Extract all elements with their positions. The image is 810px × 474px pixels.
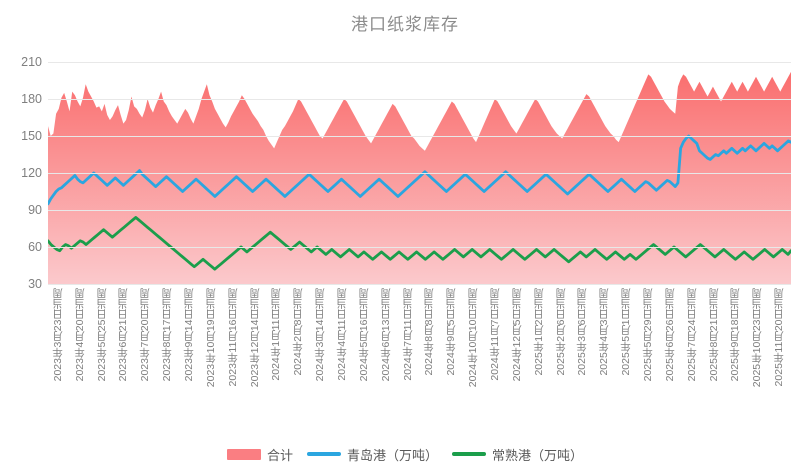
y-axis-tick: 150 <box>21 129 42 143</box>
x-axis-tick: 2025年5月1日当周 <box>620 288 633 376</box>
y-axis-tick: 210 <box>21 55 42 69</box>
chart-title: 港口纸浆库存 <box>351 15 459 34</box>
x-axis-tick: 2024年4月11日当周 <box>336 288 348 381</box>
x-axis-tick: 2023年7月20日当周 <box>139 288 152 382</box>
x-axis-tick: 2023年3月23日当周 <box>51 288 64 382</box>
gridline <box>48 136 791 137</box>
x-axis-tick: 2024年10月10日当周 <box>467 288 480 388</box>
x-axis-tick: 2023年8月17日当周 <box>161 288 174 382</box>
legend-item[interactable]: 合计 <box>226 445 293 464</box>
legend-label: 青岛港（万吨） <box>346 447 438 463</box>
legend-item[interactable]: 常熟港（万吨） <box>452 445 583 464</box>
x-axis-tick: 2025年10月23日当周 <box>751 288 764 388</box>
x-axis-tick: 2025年7月24日当周 <box>685 288 698 382</box>
gridline <box>48 62 791 63</box>
y-axis-tick: 120 <box>21 166 42 180</box>
plot-area <box>48 62 791 285</box>
x-axis-tick: 2023年12月14日当周 <box>248 288 261 388</box>
x-axis-tick: 2023年6月21日当周 <box>117 288 130 382</box>
y-axis-tick: 180 <box>21 92 42 106</box>
x-axis-tick: 2024年8月8日当周 <box>423 288 436 376</box>
x-axis-tick: 2025年3月6日当周 <box>576 288 589 376</box>
gridline <box>48 99 791 100</box>
x-axis-tick: 2025年8月21日当周 <box>707 288 720 382</box>
x-axis-tick: 2025年1月2日当周 <box>532 288 545 376</box>
x-axis-tick: 2025年4月3日当周 <box>598 288 611 376</box>
gridline <box>48 210 791 211</box>
x-axis-tick: 2025年5月29日当周 <box>641 288 654 382</box>
y-axis-tick: 90 <box>28 203 42 217</box>
legend-swatch-qingdao <box>306 452 341 456</box>
x-axis: 2023年3月23日当周 2023年4月20日当周 2023年5月25日当周 2023… <box>48 288 791 428</box>
x-axis-tick: 2023年11月16日当周 <box>226 288 239 387</box>
y-axis-tick: 60 <box>28 240 42 254</box>
legend-item[interactable]: 青岛港（万吨） <box>306 445 438 464</box>
x-axis-tick: 2024年11月7日当周 <box>488 288 501 381</box>
x-axis-tick: 2024年6月13日当周 <box>379 288 392 382</box>
legend-swatch-changshu <box>452 452 486 456</box>
x-axis-tick: 2024年1月11日当周 <box>270 288 283 381</box>
gridline <box>48 173 791 174</box>
legend-label: 常熟港（万吨） <box>492 447 584 463</box>
x-axis-tick: 2025年11月20日当周 <box>773 288 786 387</box>
x-axis-tick: 2024年5月16日当周 <box>357 288 370 382</box>
x-axis-tick: 2024年2月8日当周 <box>292 288 305 376</box>
x-axis-tick: 2023年10月19日当周 <box>204 288 217 388</box>
x-axis-tick: 2025年6月26日当周 <box>663 288 676 382</box>
x-axis-tick: 2024年7月11日当周 <box>401 288 414 381</box>
x-axis-tick: 2024年3月14日当周 <box>314 288 327 382</box>
chart-legend: 合计 青岛港（万吨） 常熟港（万吨） <box>0 443 810 465</box>
series-line-qingdao <box>48 134 791 206</box>
gridline <box>48 284 791 285</box>
x-axis-tick: 2023年5月25日当周 <box>95 288 108 382</box>
x-axis-tick: 2024年9月5日当周 <box>445 288 458 376</box>
x-axis-tick: 2023年4月20日当周 <box>73 288 86 382</box>
legend-label: 合计 <box>266 447 293 463</box>
y-axis-tick: 30 <box>28 277 42 291</box>
y-axis: 30 60 90 120 150 180 210 <box>0 55 42 291</box>
x-axis-tick: 2024年12月5日当周 <box>510 288 523 382</box>
x-axis-tick: 2025年9月18日当周 <box>729 288 742 382</box>
legend-swatch-total <box>226 448 261 460</box>
x-axis-tick: 2025年2月6日当周 <box>554 288 567 376</box>
x-axis-tick: 2023年9月14日当周 <box>183 288 196 382</box>
gridline <box>48 247 791 248</box>
